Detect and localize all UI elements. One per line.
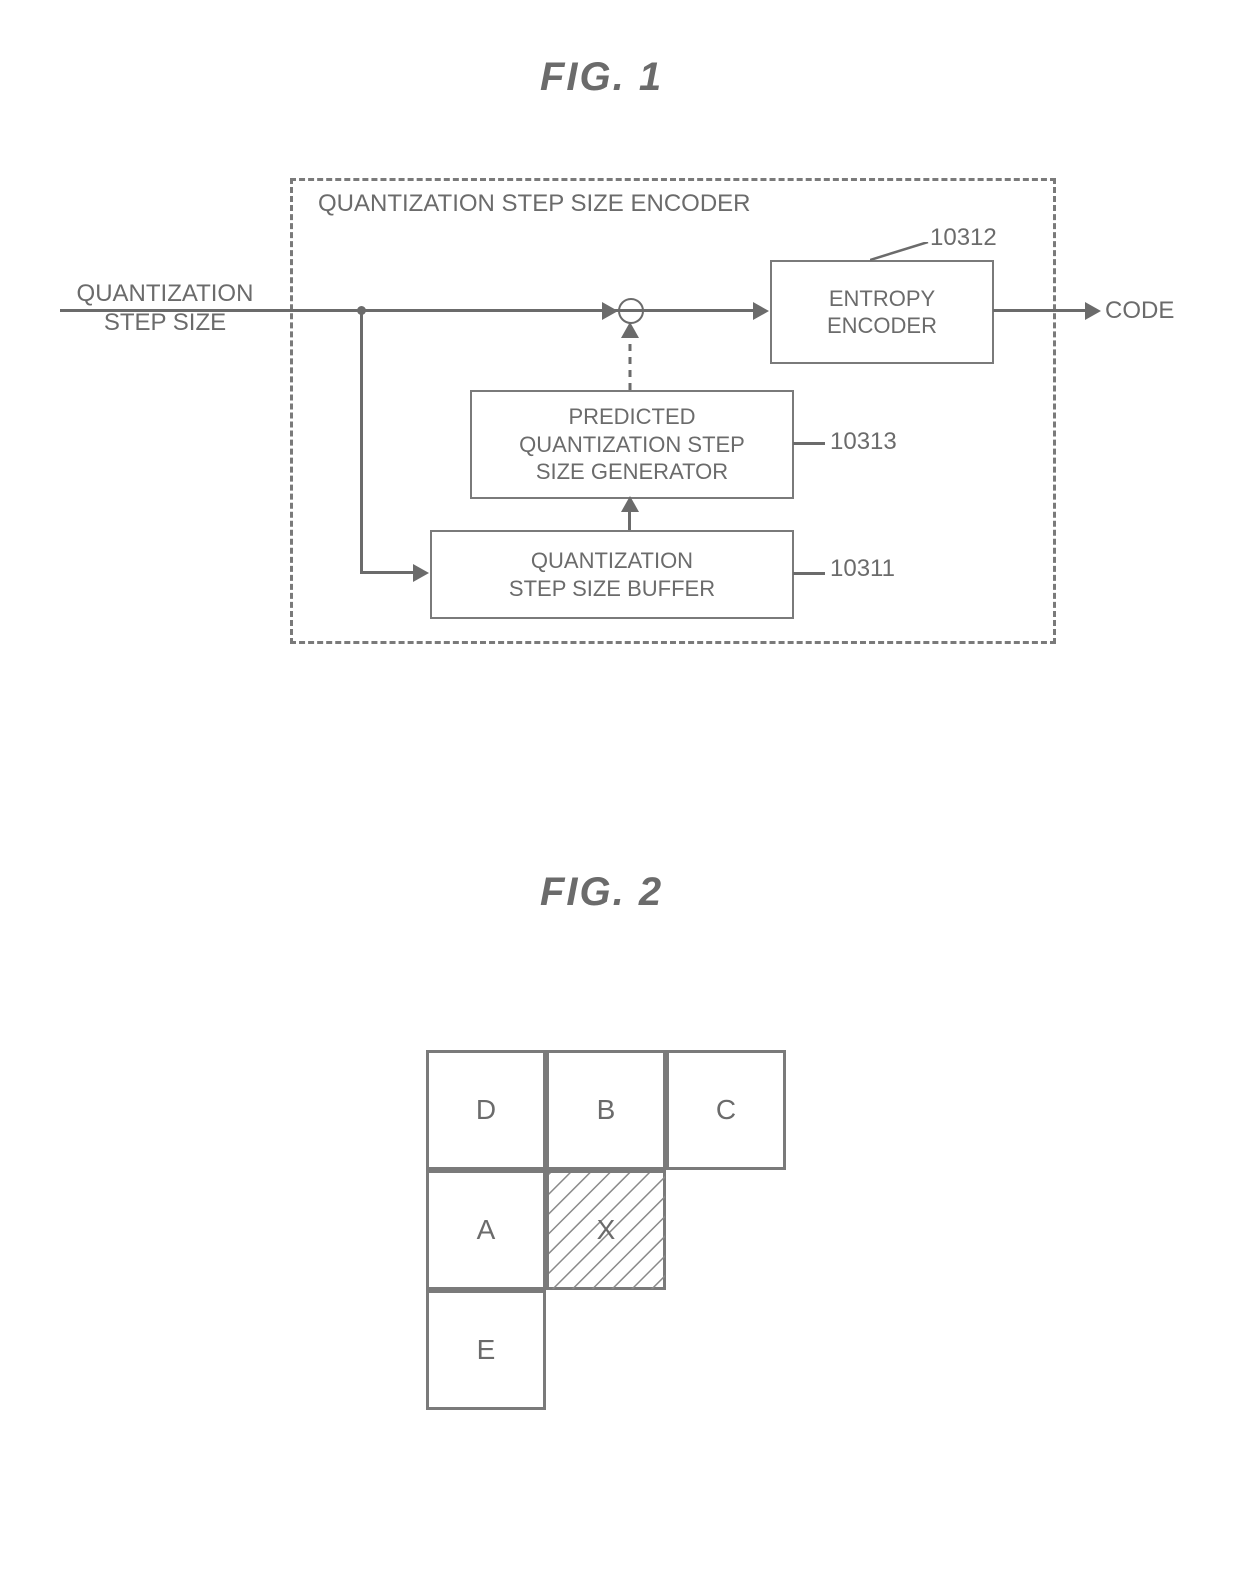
- line-branch-right: [360, 571, 415, 574]
- fig1-output-label: CODE: [1105, 297, 1174, 326]
- cell-D: D: [426, 1050, 546, 1170]
- line-sum-to-entropy: [643, 309, 755, 312]
- line-buffer-to-gen: [628, 510, 631, 530]
- entropy-encoder-block: ENTROPY ENCODER: [770, 260, 994, 364]
- cell-E: E: [426, 1290, 546, 1410]
- cell-X-label: X: [597, 1214, 616, 1246]
- line-entropy-to-output: [993, 309, 1088, 312]
- line-branch-down: [360, 311, 363, 571]
- buffer-block: QUANTIZATION STEP SIZE BUFFER: [430, 530, 794, 619]
- arrowhead-into-buffer: [413, 564, 429, 582]
- buffer-ref: 10311: [830, 555, 895, 583]
- encoder-box-title: QUANTIZATION STEP SIZE ENCODER: [318, 190, 751, 219]
- arrowhead-into-entropy: [753, 302, 769, 320]
- cell-X: X: [546, 1170, 666, 1290]
- predicted-generator-block: PREDICTED QUANTIZATION STEP SIZE GENERAT…: [470, 390, 794, 499]
- figure-1-title: FIG. 1: [540, 55, 663, 100]
- arrowhead-into-sum: [602, 302, 618, 320]
- line-input-to-sum: [60, 309, 618, 312]
- leader-line-10313: [793, 442, 825, 445]
- cell-B: B: [546, 1050, 666, 1170]
- arrowhead-buffer-to-gen: [621, 496, 639, 512]
- predicted-generator-ref: 10313: [830, 428, 897, 456]
- cell-A: A: [426, 1170, 546, 1290]
- entropy-encoder-ref: 10312: [930, 224, 997, 252]
- arrowhead-output: [1085, 302, 1101, 320]
- leader-line-10311: [793, 572, 825, 575]
- figure-2-title: FIG. 2: [540, 870, 663, 915]
- cell-C: C: [666, 1050, 786, 1170]
- sum-horiz-line: [613, 309, 647, 312]
- arrowhead-gen-to-sum: [621, 322, 639, 338]
- leader-line-10312: [870, 242, 940, 262]
